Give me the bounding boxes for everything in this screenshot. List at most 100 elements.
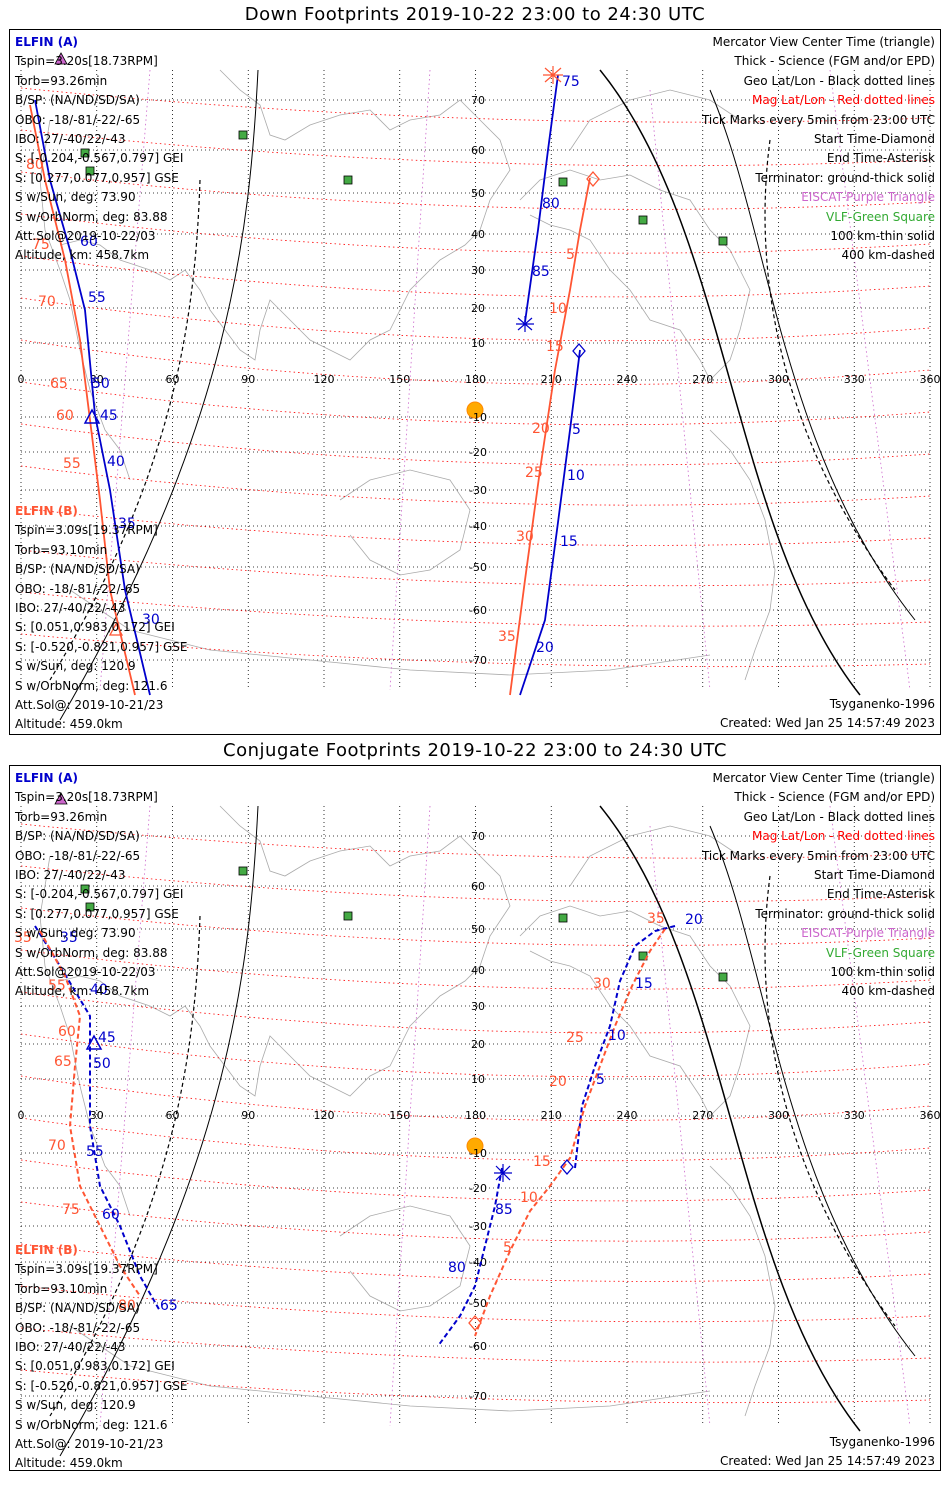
sat-a-line: S w/Sun, deg: 73.90 bbox=[15, 926, 136, 941]
legend-item: Thick - Science (FGM and/or EPD) bbox=[734, 790, 935, 805]
vlf-square bbox=[80, 884, 90, 894]
legend-item: Mag Lat/Lon - Red dotted lines bbox=[751, 829, 935, 844]
tick-label-sat-a: 35 bbox=[60, 930, 78, 946]
sat-b-line: S w/Sun, deg: 120.9 bbox=[15, 1398, 136, 1413]
sat-b-line: S w/OrbNorm, deg: 121.6 bbox=[15, 1417, 168, 1432]
vlf-square bbox=[718, 972, 728, 982]
lon-label: 180 bbox=[465, 1109, 486, 1122]
coastline bbox=[339, 1205, 471, 1312]
sat-a-line: Att.Sol@2019-10-22/03 bbox=[15, 965, 156, 980]
map-frame-conjugate: 0 30 60 90 120 150 180 210 240 270 300 330 360 70 60 50… bbox=[9, 765, 941, 1471]
mag-parallel bbox=[20, 1075, 931, 1121]
coastline bbox=[339, 469, 471, 576]
mag-parallel bbox=[20, 591, 931, 627]
sat-a-track bbox=[34, 925, 161, 1312]
tick-label-sat-b: 20 bbox=[549, 1074, 567, 1090]
lat-label: -20 bbox=[469, 1182, 487, 1195]
lat-label: -40 bbox=[469, 520, 487, 533]
lat-label: -60 bbox=[469, 1340, 487, 1353]
sat-b-name: ELFIN (B) bbox=[15, 1243, 78, 1257]
tick-label-sat-b: 20 bbox=[532, 421, 550, 437]
coastline bbox=[709, 429, 776, 681]
lon-label: 120 bbox=[314, 1109, 335, 1122]
lon-label: 240 bbox=[617, 1109, 638, 1122]
sat-b-line: OBO: -18/-81/-22/-65 bbox=[15, 1320, 141, 1335]
mag-parallel bbox=[20, 1201, 931, 1242]
sat-a-line: Att.Sol@2019-10-22/03 bbox=[15, 229, 156, 244]
lon-label: 360 bbox=[920, 1109, 941, 1122]
start-diamond bbox=[560, 1159, 574, 1175]
sat-b-track bbox=[39, 930, 141, 1297]
sat-a-info-down: ELFIN (A) Tspin=3.20s[18.73RPM] Torb=93.… bbox=[15, 33, 183, 266]
sat-b-line: S: [-0.520,-0.821,0.957] GSE bbox=[15, 639, 188, 654]
tick-label-sat-a: 20 bbox=[685, 912, 703, 928]
sat-a-line: Altitude, km: 458.7km bbox=[15, 984, 150, 999]
lat-label: 50 bbox=[471, 187, 485, 200]
lon-label: 270 bbox=[692, 373, 713, 386]
mag-meridian bbox=[649, 825, 711, 1427]
mag-meridian bbox=[389, 69, 431, 691]
tick-label-sat-b: 60 bbox=[58, 1024, 76, 1040]
footer-conjugate: Tsyganenko-1996 Created: Wed Jan 25 14:5… bbox=[720, 1433, 935, 1470]
vlf-square bbox=[85, 166, 95, 176]
lon-label: 150 bbox=[389, 1109, 410, 1122]
tick-label-sat-a: 10 bbox=[567, 468, 585, 484]
tick-label-sat-a: 15 bbox=[560, 534, 578, 550]
lat-label: 70 bbox=[471, 94, 485, 107]
sat-a-line: S w/OrbNorm, deg: 83.88 bbox=[15, 209, 168, 224]
sat-b-line: Att.Sol@: 2019-10-21/23 bbox=[15, 698, 164, 713]
legend-down: Mercator View Center Time (triangle) Thi… bbox=[702, 33, 935, 266]
mag-parallel bbox=[20, 823, 931, 859]
legend-conjugate: Mercator View Center Time (triangle) Thi… bbox=[702, 769, 935, 1002]
tick-label-sat-a: 45 bbox=[98, 1030, 116, 1046]
lat-label: 40 bbox=[471, 228, 485, 241]
sat-b-track bbox=[509, 177, 591, 696]
tick-label-sat-b: 80 bbox=[26, 157, 44, 173]
tick-label-sat-b: 25 bbox=[566, 1030, 584, 1046]
mag-parallel bbox=[20, 1327, 931, 1363]
legend-item: Terminator: ground-thick solid bbox=[755, 906, 935, 921]
mag-parallel bbox=[20, 297, 931, 342]
panel-title-conjugate: Conjugate Footprints 2019-10-22 23:00 to… bbox=[223, 740, 727, 761]
mag-parallel bbox=[20, 213, 931, 254]
tick-label-sat-b: 70 bbox=[38, 294, 56, 310]
lat-label: -60 bbox=[469, 604, 487, 617]
tick-label-sat-a: 50 bbox=[92, 376, 110, 392]
sat-a-name: ELFIN (A) bbox=[15, 35, 78, 49]
tick-label-sat-a: 20 bbox=[536, 640, 554, 656]
legend-item: 100 km-thin solid bbox=[830, 965, 935, 980]
lat-label: -30 bbox=[469, 1220, 487, 1233]
sat-a-line: S: [0.277,0.077,0.957] GSE bbox=[15, 170, 179, 185]
sat-a-line: Tspin=3.20s[18.73RPM] bbox=[15, 54, 158, 69]
legend-item: Start Time-Diamond bbox=[813, 132, 935, 147]
start-diamond bbox=[468, 1315, 482, 1331]
sat-b-line: S w/Sun, deg: 120.9 bbox=[15, 659, 136, 674]
lat-label: -70 bbox=[469, 654, 487, 667]
lat-label: -50 bbox=[469, 1297, 487, 1310]
lon-label: 210 bbox=[541, 1109, 562, 1122]
mag-parallel bbox=[20, 423, 931, 466]
footer-model: Tsyganenko-1996 bbox=[829, 697, 935, 711]
legend-item: Geo Lat/Lon - Black dotted lines bbox=[743, 73, 935, 88]
legend-item: Terminator: ground-thick solid bbox=[755, 170, 935, 185]
start-diamond bbox=[572, 343, 586, 359]
sat-b-line: S: [0.051,0.983,0.172] GEI bbox=[15, 1359, 175, 1374]
tick-label-sat-b: 60 bbox=[56, 408, 74, 424]
sat-b-info-down: ELFIN (B) Tspin=3.09s[19.37RPM] Torb=93.… bbox=[15, 502, 188, 734]
tick-label-sat-a: 60 bbox=[102, 1207, 120, 1223]
legend-item: Tick Marks every 5min from 23:00 UTC bbox=[701, 848, 935, 863]
eiscat-triangle bbox=[54, 52, 68, 65]
legend-item: Mag Lat/Lon - Red dotted lines bbox=[751, 93, 935, 108]
map-canvas-down: 0 30 60 90 120 150 180 210 240 270 300 330 360 70 60 50… bbox=[18, 52, 940, 721]
mag-meridian bbox=[389, 805, 431, 1427]
mag-parallel bbox=[20, 171, 931, 210]
mag-parallel bbox=[20, 1159, 931, 1202]
coastline bbox=[69, 1325, 711, 1412]
mag-parallel bbox=[20, 381, 931, 426]
sat-b-line: Torb=93.10min bbox=[15, 1281, 108, 1296]
tick-label-sat-b: 15 bbox=[533, 1154, 551, 1170]
center-triangle bbox=[83, 408, 101, 424]
mag-parallel bbox=[20, 549, 931, 587]
tick-label-sat-b: 35 bbox=[14, 930, 32, 946]
tick-label-sat-a: 5 bbox=[596, 1072, 605, 1088]
